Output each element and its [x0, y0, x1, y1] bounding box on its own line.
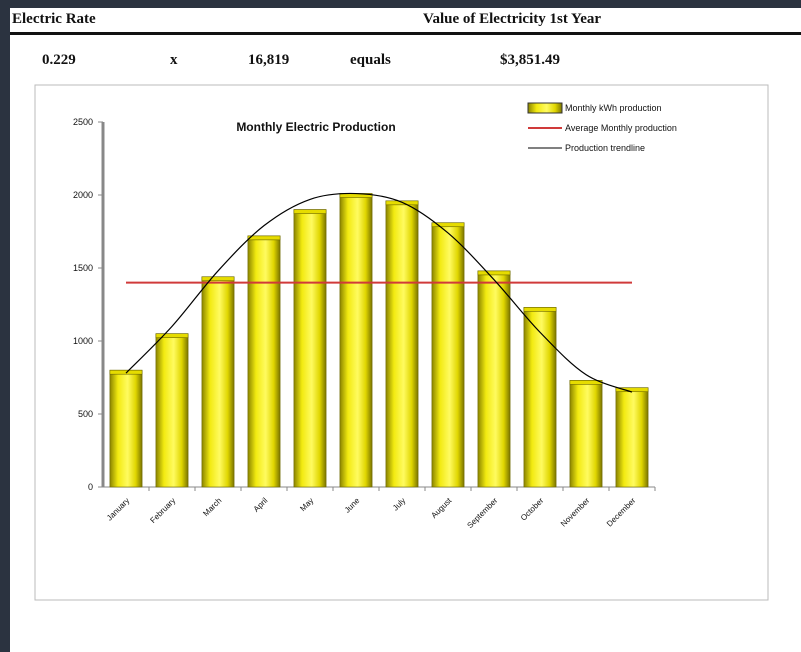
- bar-top: [247, 235, 281, 241]
- bar-top: [431, 222, 465, 228]
- header-rule: [10, 32, 801, 35]
- header-label: Value of Electricity 1st Year: [423, 11, 602, 27]
- y-tick-label: 1500: [73, 263, 93, 273]
- bar: [615, 387, 649, 488]
- legend-label: Average Monthly production: [565, 123, 677, 133]
- equals: equals: [350, 52, 391, 68]
- bar: [201, 276, 235, 488]
- trendline: [125, 192, 633, 393]
- legend-label: Production trendline: [565, 143, 645, 153]
- bar: [385, 200, 419, 488]
- bar: [339, 193, 373, 488]
- header-label: Electric Rate: [12, 11, 96, 27]
- legend-swatch: [527, 102, 563, 114]
- times: x: [170, 52, 178, 68]
- bar-top: [523, 307, 557, 312]
- bar-top: [477, 270, 511, 276]
- y-tick-label: 500: [78, 409, 93, 419]
- bar-top: [293, 209, 327, 214]
- y-tick-label: 0: [88, 482, 93, 492]
- bar: [569, 380, 603, 488]
- bar-top: [155, 333, 189, 339]
- y-tick-label: 2500: [73, 117, 93, 127]
- bar-top: [109, 369, 143, 375]
- rate: 0.229: [42, 52, 76, 68]
- bar: [109, 369, 143, 488]
- bar: [247, 235, 281, 488]
- legend-label: Monthly kWh production: [565, 103, 662, 113]
- value: $3,851.49: [500, 52, 560, 68]
- y-tick-label: 1000: [73, 336, 93, 346]
- bar: [431, 222, 465, 488]
- bar: [523, 307, 557, 488]
- y-tick-label: 2000: [73, 190, 93, 200]
- bar: [293, 209, 327, 488]
- chart-title: Monthly Electric Production: [236, 120, 395, 134]
- bar-top: [201, 276, 235, 282]
- kwh: 16,819: [248, 52, 290, 68]
- bar: [155, 333, 189, 488]
- bar: [477, 270, 511, 488]
